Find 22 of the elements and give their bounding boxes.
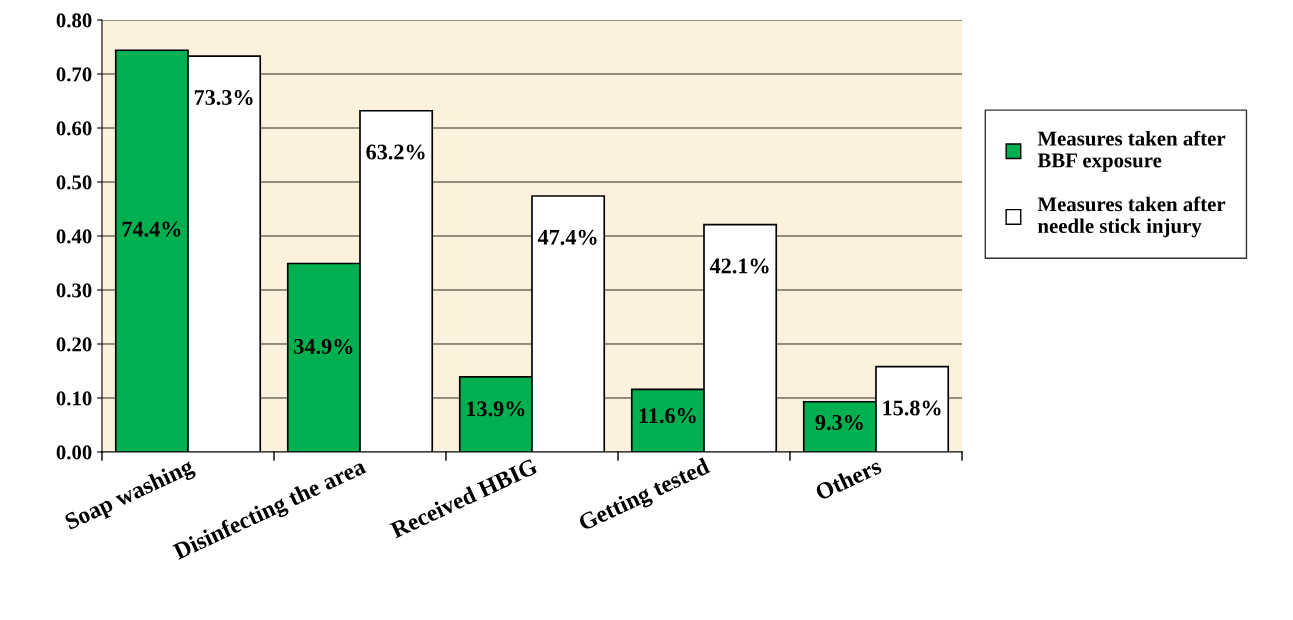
y-tick-label: 0.40 xyxy=(56,229,92,244)
y-tick-label: 0.70 xyxy=(56,67,92,82)
legend-label: Measures taken after needle stick injury xyxy=(1037,196,1226,238)
data-label: 42.1% xyxy=(709,258,769,274)
legend-label: Measures taken after BBF exposure xyxy=(1037,130,1226,172)
y-tick-label: 0.60 xyxy=(56,121,92,136)
data-label: 11.6% xyxy=(639,408,696,424)
data-label: 47.4% xyxy=(537,229,597,245)
data-label: 13.9% xyxy=(467,401,525,417)
y-tick-label: 0.30 xyxy=(56,283,92,298)
y-tick-label: 0.80 xyxy=(56,13,92,28)
data-label: 9.3% xyxy=(815,414,863,431)
y-tick-label: 0.10 xyxy=(56,391,92,406)
data-label: 74.4% xyxy=(122,221,181,237)
y-tick-label: 0.50 xyxy=(56,175,92,190)
data-label: 63.2% xyxy=(366,144,425,160)
data-label: 34.9% xyxy=(294,338,353,355)
y-tick-label: 0.20 xyxy=(56,337,92,352)
x-tick-label: Others xyxy=(814,457,883,501)
y-tick-label: 0.00 xyxy=(56,445,92,460)
data-label: 15.8% xyxy=(883,400,941,416)
data-label: 73.3% xyxy=(194,89,253,106)
